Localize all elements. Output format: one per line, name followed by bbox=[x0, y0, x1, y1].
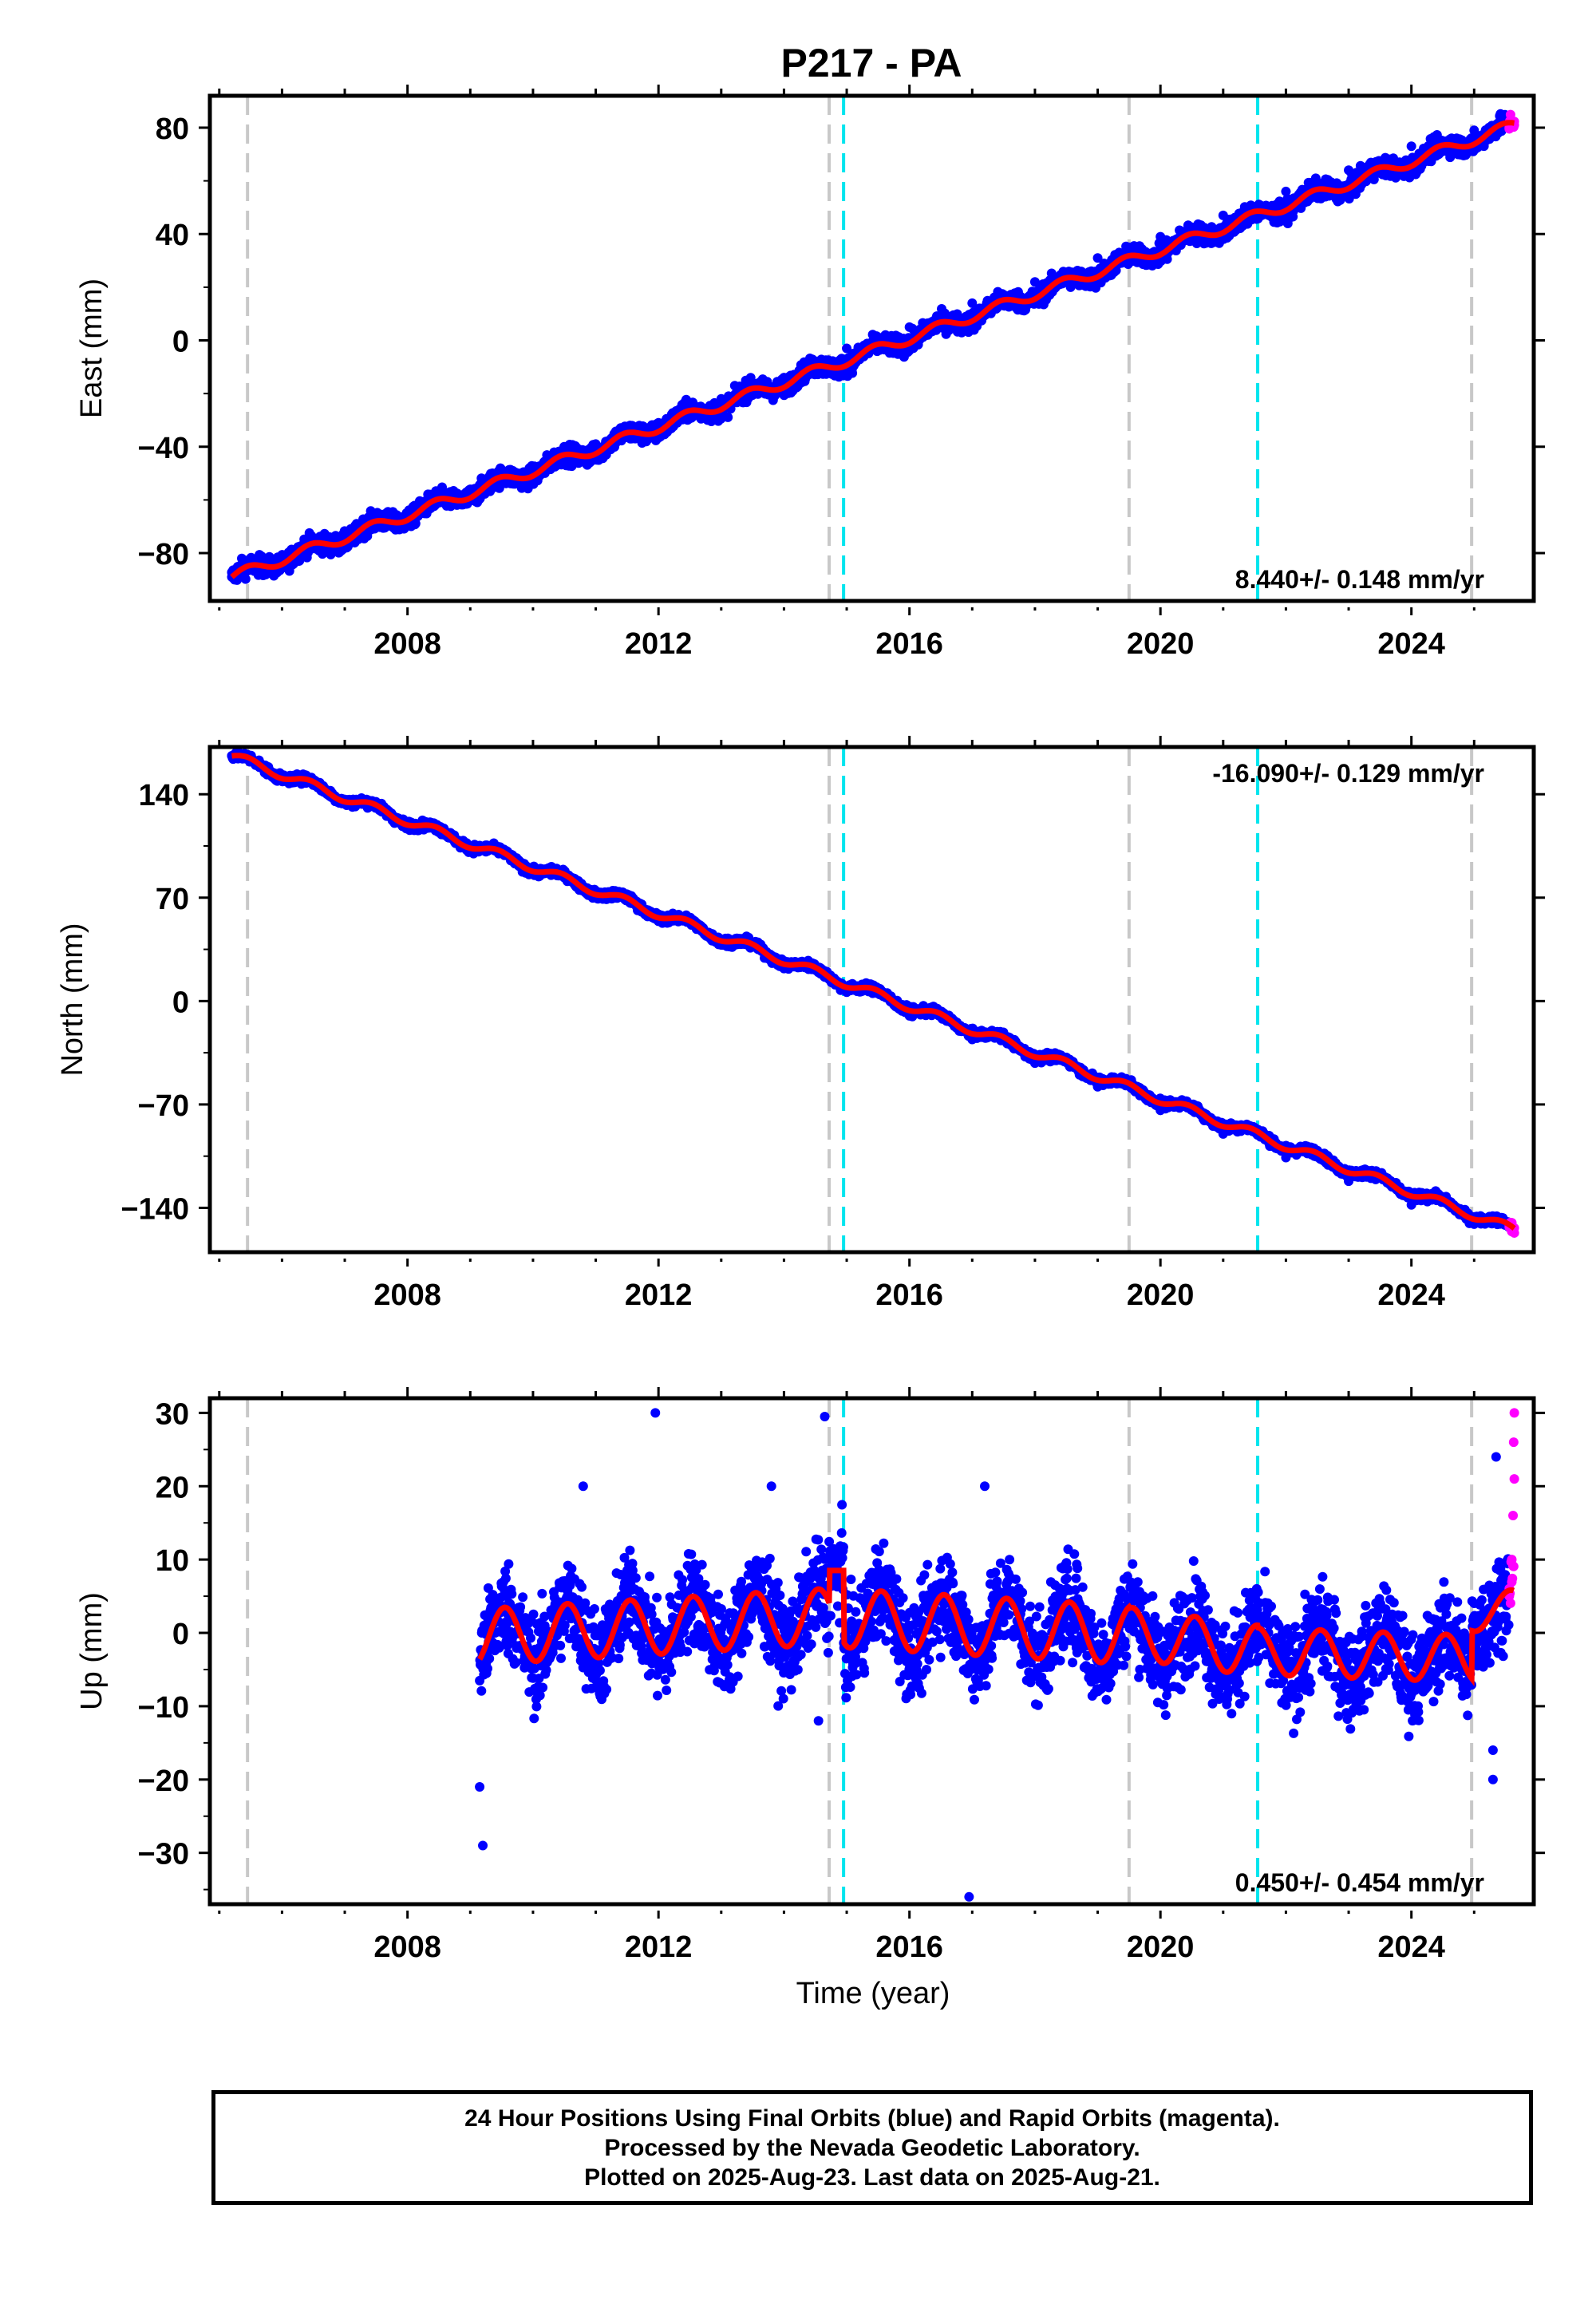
x-tick-label: 2016 bbox=[875, 627, 943, 661]
final-orbit-point bbox=[1344, 165, 1354, 176]
y-tick-label: −80 bbox=[138, 538, 189, 571]
final-orbit-point bbox=[842, 343, 852, 354]
final-orbit-point bbox=[465, 484, 476, 495]
y-tick-label: 80 bbox=[156, 113, 189, 146]
final-orbit-point bbox=[1218, 210, 1228, 220]
final-orbit-point bbox=[240, 574, 251, 584]
final-orbit-point bbox=[1124, 242, 1134, 252]
plot-area bbox=[227, 96, 1519, 601]
east-panel: −80 −40 0 40 80 2008 2012 2016 2020 2024 East (mm)… bbox=[75, 85, 1545, 661]
final-orbit-point bbox=[1406, 141, 1416, 152]
y-tick-label: 0 bbox=[172, 326, 189, 359]
final-orbit-point bbox=[1156, 231, 1166, 242]
final-orbit-point bbox=[904, 322, 915, 332]
final-orbit-point bbox=[654, 417, 664, 428]
final-orbit-point bbox=[716, 393, 726, 404]
final-orbit-point bbox=[779, 373, 789, 383]
x-tick-label: 2020 bbox=[1127, 627, 1195, 661]
final-orbit-point bbox=[591, 439, 601, 449]
x-tick-label: 2012 bbox=[625, 627, 693, 661]
x-tick-label: 2008 bbox=[373, 627, 441, 661]
final-orbit-point bbox=[967, 298, 978, 308]
final-orbit-point bbox=[1092, 253, 1103, 263]
final-orbit-point bbox=[1281, 186, 1291, 196]
y-tick-label: −40 bbox=[138, 432, 189, 465]
final-orbit-point bbox=[410, 519, 421, 528]
velocity-label: 8.440+/- 0.148 mm/yr bbox=[1235, 565, 1484, 594]
final-orbit-point bbox=[847, 368, 858, 378]
final-orbit-point bbox=[723, 412, 733, 422]
y-axis-title: East (mm) bbox=[75, 279, 109, 418]
final-orbit-point bbox=[1029, 277, 1040, 287]
plot-area bbox=[227, 747, 1519, 1252]
x-tick-label: 2024 bbox=[1377, 627, 1445, 661]
chart-title: P217 - PA bbox=[781, 41, 962, 85]
final-orbit-point bbox=[1469, 125, 1479, 136]
y-tick-label: 40 bbox=[156, 219, 189, 252]
